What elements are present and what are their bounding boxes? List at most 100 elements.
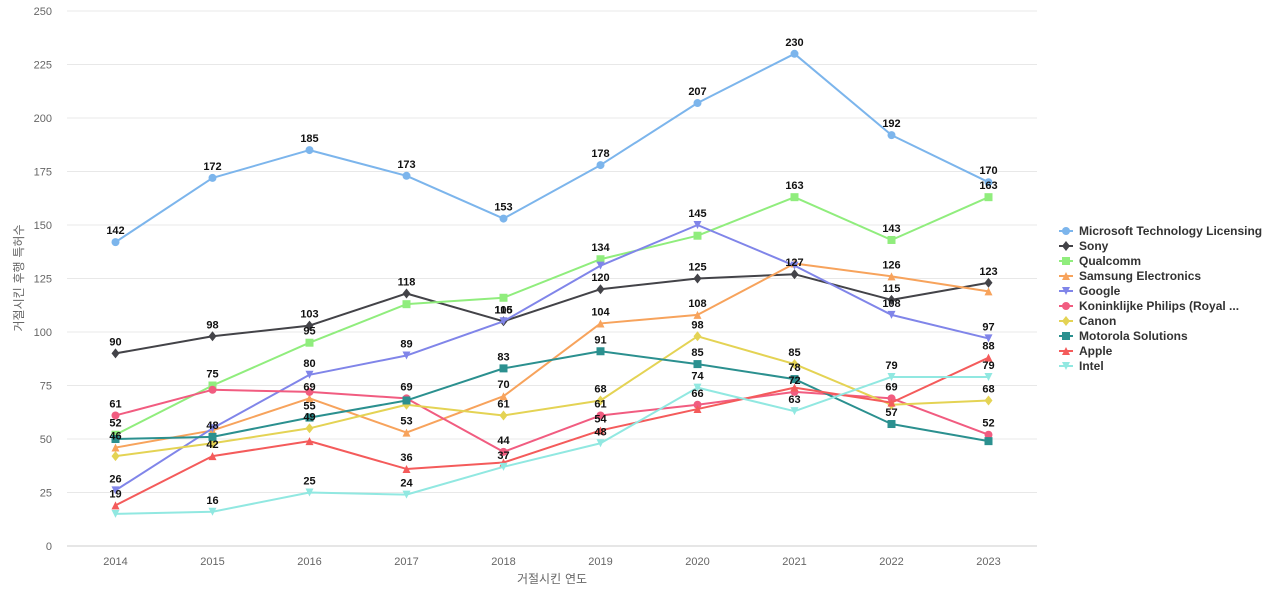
data-point[interactable] [402,428,411,437]
data-point[interactable] [790,193,799,202]
data-point[interactable] [111,501,120,510]
data-point[interactable] [305,370,314,379]
data-point[interactable] [402,396,411,405]
legend-item[interactable]: Samsung Electronics [1059,269,1201,283]
data-point[interactable] [499,410,508,421]
data-point[interactable] [693,400,702,409]
data-point[interactable] [402,300,411,309]
data-point[interactable] [693,360,702,369]
data-point[interactable] [984,395,993,406]
data-point[interactable] [596,347,605,356]
data-point[interactable] [790,49,799,58]
series-line[interactable] [115,356,989,507]
legend-item[interactable]: Koninklijke Philips (Royal ... [1059,299,1239,313]
data-point[interactable] [111,435,120,443]
data-point[interactable] [208,424,217,433]
data-point[interactable] [984,277,993,288]
data-point[interactable] [984,178,993,187]
data-point[interactable] [887,372,896,381]
data-point[interactable] [693,383,702,392]
data-point[interactable] [596,255,605,264]
data-point[interactable] [402,490,411,499]
data-point[interactable] [305,394,314,403]
data-point[interactable] [887,310,896,319]
data-point[interactable] [693,221,702,229]
data-point[interactable] [111,411,120,420]
data-point[interactable] [790,261,799,270]
legend-item[interactable]: Apple [1059,344,1113,358]
data-point[interactable] [499,392,508,401]
series-line[interactable] [115,273,989,355]
data-point[interactable] [402,464,411,473]
data-point[interactable] [305,488,314,497]
series-line[interactable] [115,388,989,453]
data-point[interactable] [596,395,605,406]
data-point[interactable] [984,437,993,446]
data-point[interactable] [887,294,896,305]
data-point[interactable] [111,509,120,518]
data-point[interactable] [208,331,217,342]
data-point[interactable] [596,284,605,295]
data-point[interactable] [208,452,217,461]
data-point[interactable] [596,426,605,435]
legend-item[interactable]: Qualcomm [1059,254,1141,268]
data-point[interactable] [499,364,508,373]
data-point[interactable] [305,423,314,434]
data-point[interactable] [693,99,702,108]
data-point[interactable] [305,437,314,446]
data-point[interactable] [111,348,120,359]
data-point[interactable] [984,372,993,381]
data-point[interactable] [402,288,411,299]
data-point[interactable] [887,235,896,244]
data-point[interactable] [305,320,314,331]
data-point[interactable] [111,486,120,495]
data-point[interactable] [305,146,314,155]
data-point[interactable] [693,273,702,284]
data-point[interactable] [402,171,411,180]
data-point[interactable] [208,173,217,182]
data-point[interactable] [887,131,896,140]
data-point[interactable] [596,319,605,328]
data-point[interactable] [208,381,217,390]
data-point[interactable] [984,353,993,362]
legend-item[interactable]: Google [1059,284,1121,298]
legend-item[interactable]: Sony [1059,239,1109,253]
data-point[interactable] [208,432,217,441]
data-point[interactable] [305,387,314,396]
data-point[interactable] [693,405,702,414]
data-point[interactable] [596,161,605,170]
data-point[interactable] [790,383,799,392]
data-point[interactable] [790,359,799,370]
series-line[interactable] [114,224,989,492]
data-point[interactable] [984,193,993,202]
data-point[interactable] [693,231,702,240]
series-line[interactable] [115,375,989,515]
data-point[interactable] [499,293,508,302]
data-point[interactable] [208,385,217,394]
data-point[interactable] [693,331,702,342]
legend-item[interactable]: Microsoft Technology Licensing [1059,224,1262,238]
data-point[interactable] [790,375,799,384]
data-point[interactable] [984,334,993,343]
data-point[interactable] [693,310,702,319]
data-point[interactable] [305,413,314,422]
data-point[interactable] [596,439,605,448]
data-point[interactable] [887,394,896,403]
series-line[interactable] [115,196,989,436]
data-point[interactable] [887,398,896,407]
data-point[interactable] [208,507,217,516]
data-point[interactable] [596,261,605,270]
data-point[interactable] [790,407,799,416]
data-point[interactable] [790,269,799,280]
data-point[interactable] [887,272,896,281]
data-point[interactable] [499,462,508,471]
legend-item[interactable]: Canon [1059,314,1116,328]
data-point[interactable] [984,287,993,296]
data-point[interactable] [111,443,120,452]
data-point[interactable] [499,214,508,223]
series-line[interactable] [115,335,989,458]
legend-item[interactable]: Motorola Solutions [1059,329,1188,343]
data-point[interactable] [596,411,605,420]
data-point[interactable] [305,338,314,347]
data-point[interactable] [111,451,120,462]
